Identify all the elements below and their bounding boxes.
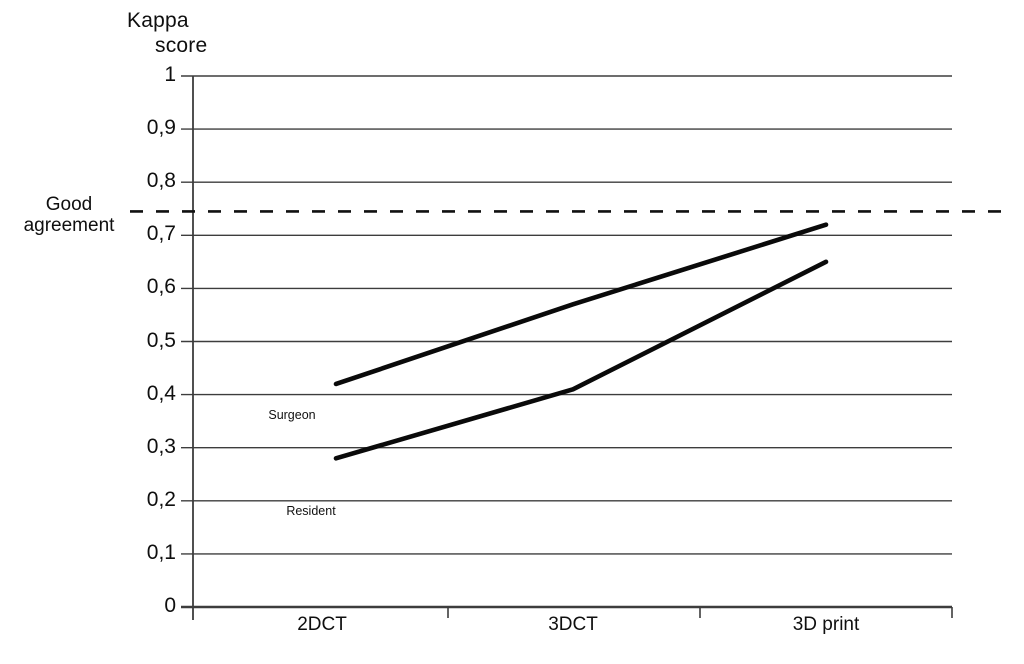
threshold-label-line1: Good — [45, 194, 93, 215]
x-category-label: 3D print — [792, 614, 860, 635]
y-tick-label: 0,3 — [146, 434, 176, 458]
series-label-resident: Resident — [286, 504, 336, 518]
threshold-label-line2: agreement — [23, 215, 115, 236]
y-tick-label: 0 — [164, 594, 176, 617]
x-category-label: 2DCT — [297, 614, 347, 635]
series-line-resident — [333, 259, 829, 461]
y-tick-label: 0,5 — [146, 328, 176, 352]
series-line-surgeon — [333, 222, 829, 387]
y-tick-label: 0,1 — [146, 540, 176, 564]
y-tick-label: 0,9 — [146, 116, 176, 140]
y-axis-title-line2: score — [155, 34, 208, 57]
y-tick-label: 0,2 — [146, 487, 176, 511]
y-tick-label: 0,4 — [146, 381, 176, 405]
threshold-label: Good agreement — [8, 194, 130, 236]
series-label-surgeon: Surgeon — [268, 408, 316, 422]
x-category-label: 3DCT — [548, 614, 598, 635]
y-tick-label: 0,7 — [146, 222, 176, 246]
y-tick-label: 0,8 — [146, 169, 176, 193]
y-tick-label: 0,6 — [146, 275, 176, 299]
y-axis-title-line1: Kappa — [127, 9, 189, 32]
y-tick-label: 1 — [164, 63, 176, 86]
